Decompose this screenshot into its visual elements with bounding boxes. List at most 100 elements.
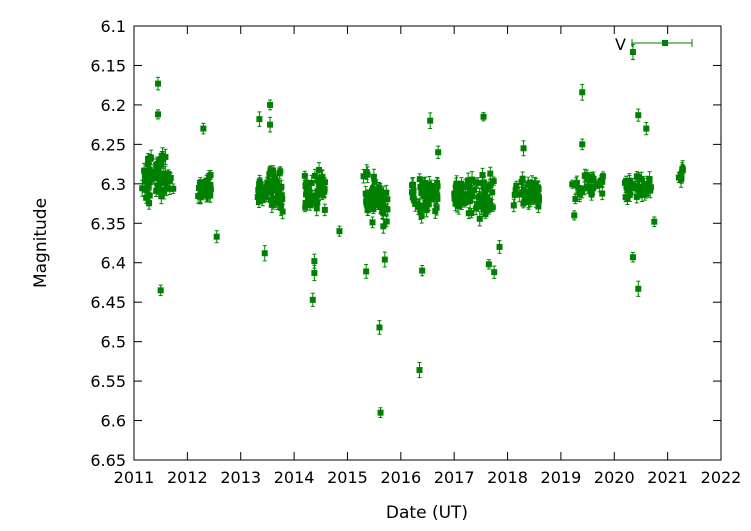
data-point bbox=[599, 178, 606, 185]
data-point bbox=[166, 185, 173, 192]
y-tick-label: 6.1 bbox=[101, 17, 126, 36]
data-point bbox=[599, 190, 606, 197]
data-point bbox=[302, 181, 309, 188]
x-tick-label: 2018 bbox=[487, 468, 528, 487]
data-point bbox=[201, 187, 208, 194]
data-point bbox=[511, 191, 518, 198]
data-point bbox=[516, 191, 523, 198]
data-point bbox=[314, 188, 321, 195]
data-point bbox=[274, 179, 281, 186]
data-point bbox=[316, 166, 323, 173]
data-point bbox=[626, 179, 633, 186]
data-point bbox=[166, 177, 173, 184]
data-point bbox=[647, 187, 654, 194]
data-point bbox=[259, 185, 266, 192]
data-point bbox=[451, 195, 458, 202]
data-point bbox=[257, 182, 264, 189]
data-point bbox=[319, 185, 326, 192]
data-point bbox=[321, 206, 328, 213]
data-point bbox=[254, 194, 261, 201]
data-point bbox=[311, 269, 318, 276]
data-point bbox=[308, 179, 315, 186]
data-point bbox=[528, 179, 535, 186]
data-point bbox=[157, 287, 164, 294]
data-point bbox=[646, 176, 653, 183]
x-axis: 2011 2012 2013 2014 2015 2016 2017 2018 2019 2020… bbox=[114, 26, 741, 487]
data-point bbox=[158, 193, 165, 200]
data-point bbox=[452, 200, 459, 207]
data-point bbox=[643, 180, 650, 187]
data-point bbox=[416, 176, 423, 183]
data-point bbox=[643, 125, 650, 132]
data-point bbox=[309, 296, 316, 303]
data-point bbox=[433, 195, 440, 202]
data-point bbox=[200, 125, 207, 132]
data-point bbox=[475, 179, 482, 186]
data-point bbox=[256, 116, 263, 123]
data-point bbox=[418, 213, 425, 220]
data-point bbox=[535, 203, 542, 210]
data-point bbox=[476, 193, 483, 200]
data-point bbox=[196, 193, 203, 200]
data-point bbox=[159, 152, 166, 159]
data-point bbox=[155, 159, 162, 166]
y-axis: 6.1 6.15 6.2 6.25 6.3 6.35 6.4 6.45 6.5 6.55 6.6 6.… bbox=[90, 17, 721, 470]
data-point bbox=[573, 182, 580, 189]
data-point bbox=[487, 182, 494, 189]
y-tick-label: 6.5 bbox=[101, 333, 126, 352]
data-point bbox=[647, 184, 654, 191]
data-point bbox=[204, 184, 211, 191]
series-v bbox=[139, 44, 686, 419]
data-point bbox=[170, 185, 177, 192]
data-point bbox=[460, 196, 467, 203]
data-point bbox=[481, 189, 488, 196]
data-point bbox=[520, 145, 527, 152]
data-point bbox=[154, 166, 161, 173]
data-point bbox=[643, 190, 650, 197]
data-point bbox=[423, 207, 430, 214]
data-point bbox=[525, 180, 532, 187]
data-point bbox=[313, 205, 320, 212]
data-point bbox=[513, 182, 520, 189]
data-point bbox=[363, 268, 370, 275]
data-point bbox=[466, 185, 473, 192]
data-point bbox=[629, 49, 636, 56]
data-point bbox=[302, 199, 309, 206]
data-point bbox=[278, 183, 285, 190]
data-point bbox=[432, 208, 439, 215]
data-point bbox=[409, 194, 416, 201]
x-tick-label: 2014 bbox=[274, 468, 315, 487]
data-point bbox=[311, 258, 318, 265]
data-point bbox=[371, 179, 378, 186]
data-point bbox=[412, 200, 419, 207]
data-point bbox=[599, 173, 606, 180]
legend: V bbox=[615, 35, 693, 54]
data-point bbox=[377, 409, 384, 416]
data-point bbox=[629, 254, 636, 261]
data-point bbox=[426, 184, 433, 191]
data-point bbox=[522, 190, 529, 197]
data-point bbox=[480, 113, 487, 120]
data-point bbox=[144, 161, 151, 168]
data-point bbox=[587, 187, 594, 194]
data-point bbox=[426, 194, 433, 201]
data-point bbox=[267, 196, 274, 203]
data-point bbox=[376, 324, 383, 331]
data-point bbox=[141, 172, 148, 179]
data-point bbox=[584, 183, 591, 190]
data-point bbox=[266, 171, 273, 178]
data-point bbox=[380, 223, 387, 230]
data-point bbox=[161, 188, 168, 195]
data-point bbox=[651, 218, 658, 225]
data-point bbox=[579, 141, 586, 148]
data-point bbox=[383, 218, 390, 225]
data-point bbox=[489, 189, 496, 196]
y-tick-label: 6.55 bbox=[90, 372, 126, 391]
data-point bbox=[157, 177, 164, 184]
data-point bbox=[527, 197, 534, 204]
data-point bbox=[203, 192, 210, 199]
data-point bbox=[377, 188, 384, 195]
data-point bbox=[520, 186, 527, 193]
data-point bbox=[270, 201, 277, 208]
